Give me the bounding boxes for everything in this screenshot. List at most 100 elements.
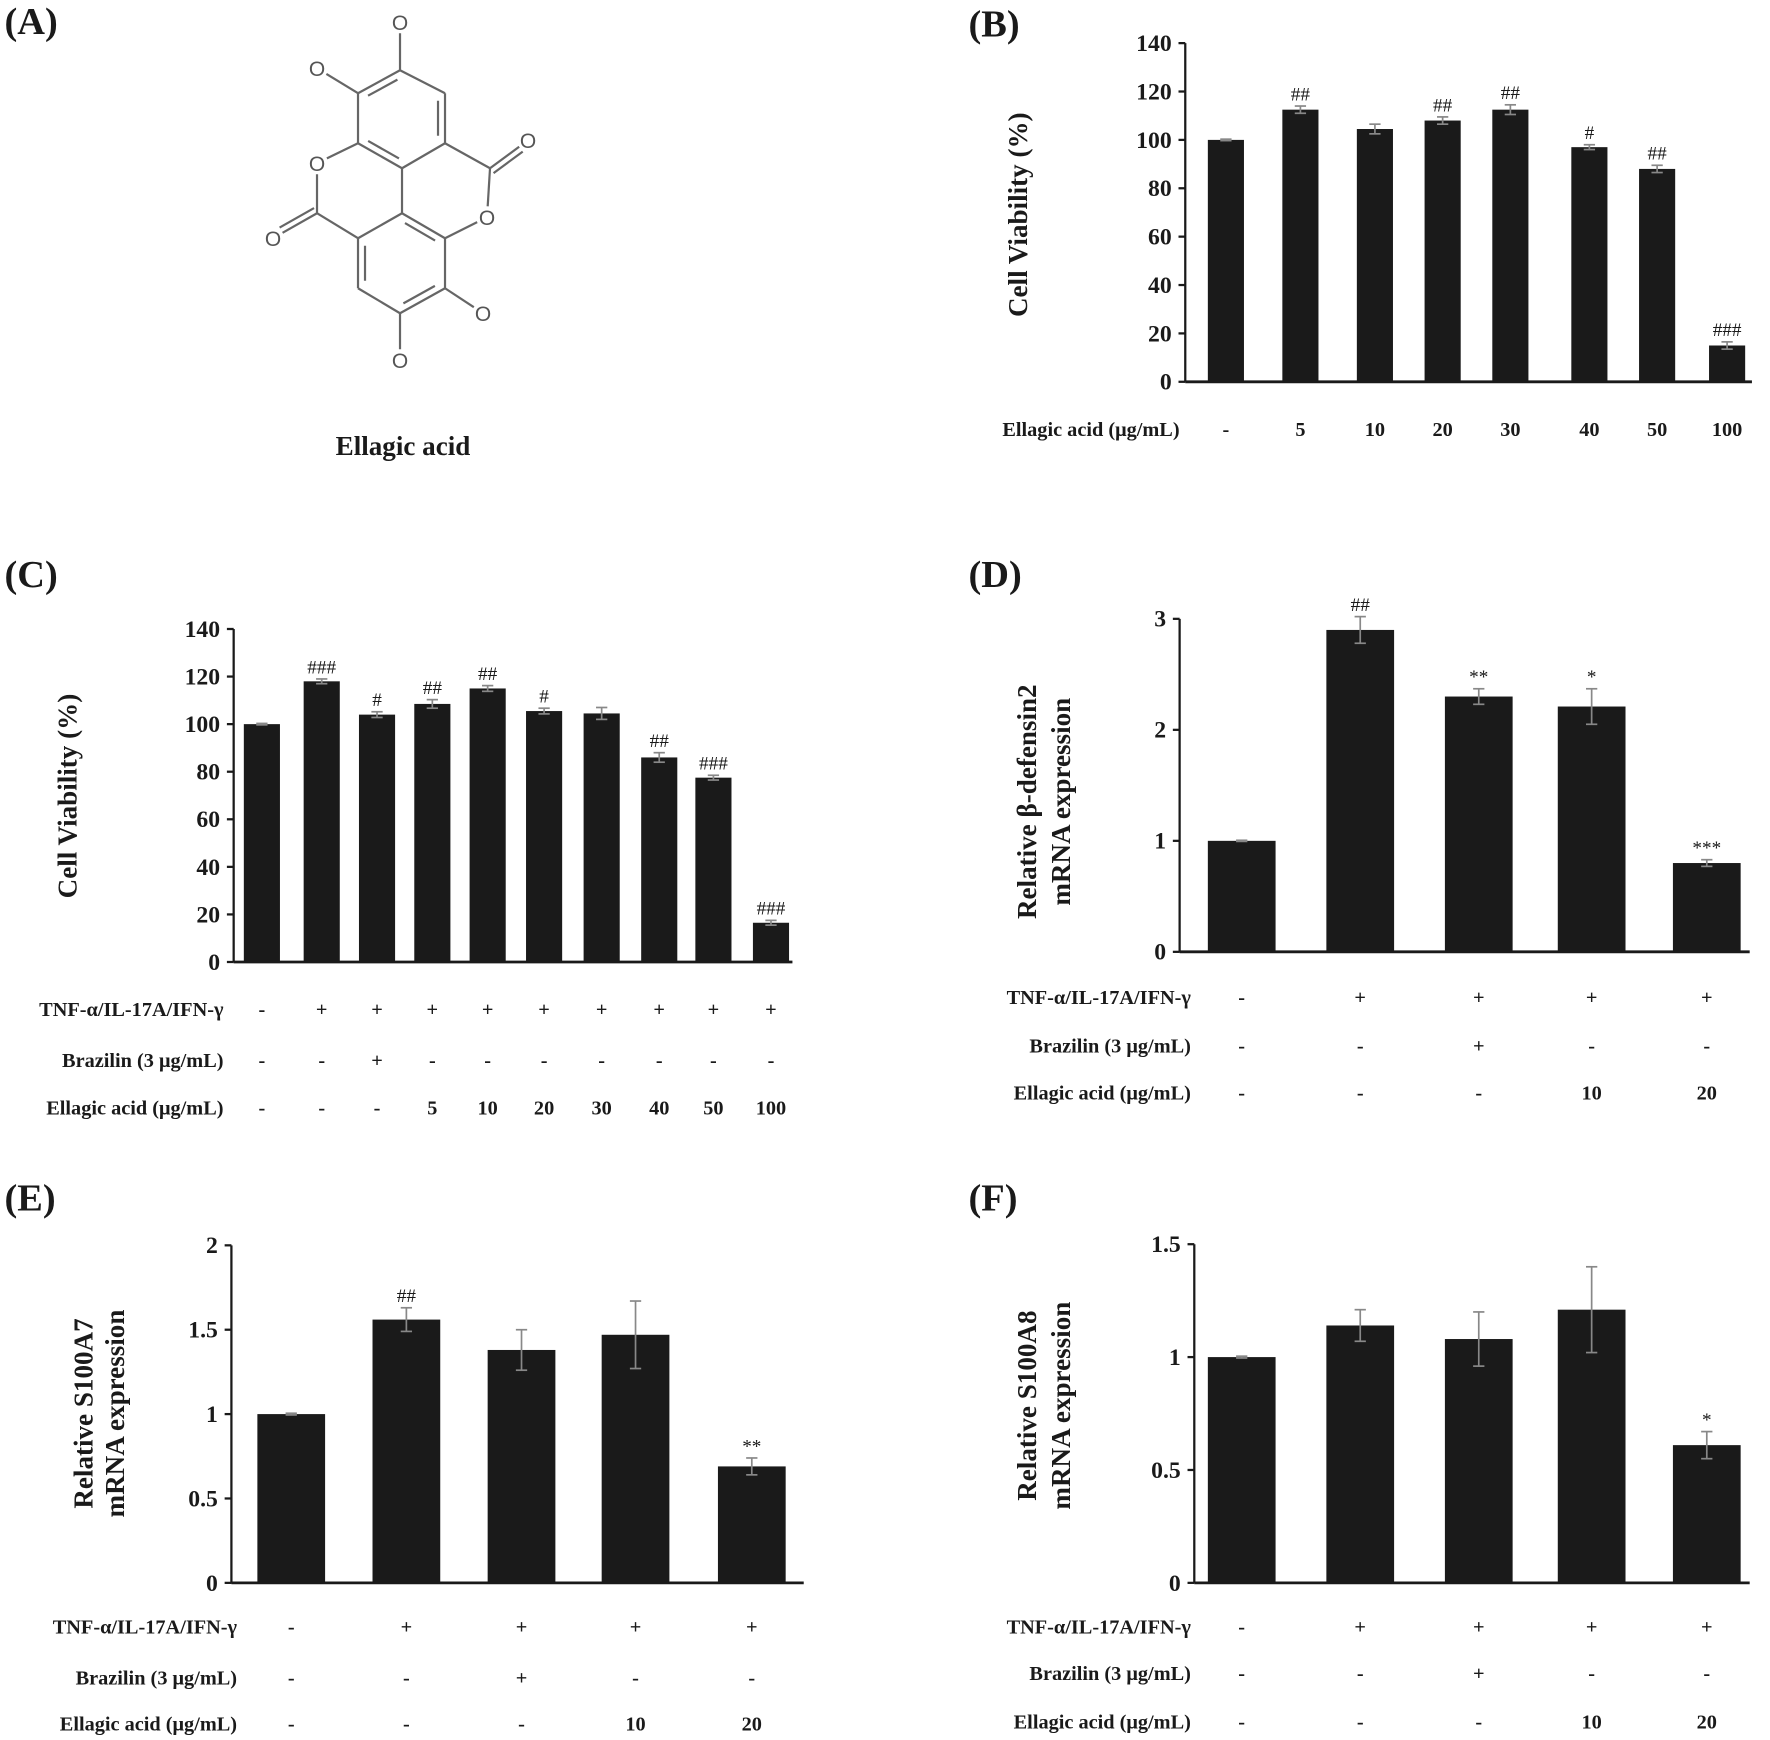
bar	[1207, 139, 1244, 382]
double-bond	[492, 150, 524, 174]
significance-marker: ##	[650, 731, 670, 752]
condition-value: +	[630, 1617, 642, 1639]
condition-value: -	[288, 1714, 295, 1736]
condition-value: +	[1473, 1663, 1485, 1685]
bond	[401, 212, 446, 240]
y-tick-label: 0	[1154, 940, 1166, 966]
y-tick-label: 120	[185, 664, 221, 690]
ellagic-acid-structure: O O O O O O O O	[265, 12, 536, 373]
bar	[1709, 345, 1746, 382]
condition-row-label: Brazilin (3 μg/mL)	[1029, 1035, 1190, 1057]
panel-label-a: (A)	[5, 1, 58, 43]
condition-value: +	[1473, 1035, 1485, 1057]
condition-value: -	[632, 1667, 639, 1689]
bond	[325, 73, 359, 95]
panel-label: (B)	[969, 3, 1020, 45]
condition-value: -	[1238, 1083, 1245, 1105]
chart-c: (C) 0 20 40 60 80 100 120 140 Cell Viability (%) #…	[5, 554, 793, 1119]
panel-label: (F)	[969, 1177, 1018, 1219]
bar	[1326, 1325, 1395, 1583]
y-axis-label: mRNA expression	[1046, 698, 1076, 906]
condition-value: -	[259, 999, 266, 1021]
bond	[357, 142, 403, 170]
condition-value: -	[1238, 1711, 1245, 1733]
condition-value: 20	[1697, 1711, 1717, 1733]
condition-row-label: Ellagic acid (μg/mL)	[46, 1097, 223, 1119]
condition-value: 10	[625, 1714, 645, 1736]
condition-value: 30	[1500, 419, 1520, 441]
condition-row-label: TNF-α/IL-17A/IFN-γ	[39, 999, 224, 1021]
condition-value: +	[427, 999, 439, 1021]
chart-d: (D) 0 1 2 3 Relative β-defensin2 mRNA expressi…	[969, 554, 1750, 1105]
condition-value: -	[518, 1714, 525, 1736]
bond	[399, 287, 446, 315]
condition-row-label: Ellagic acid (μg/mL)	[1014, 1083, 1191, 1105]
condition-value: +	[538, 999, 550, 1021]
bar	[358, 714, 396, 962]
condition-value: -	[1238, 1617, 1245, 1639]
condition-value: -	[259, 1097, 266, 1119]
oxygen-atom-label: O	[479, 207, 495, 230]
condition-row-label: TNF-α/IL-17A/IFN-γ	[1007, 1617, 1192, 1639]
condition-value: +	[1586, 987, 1598, 1009]
bond	[486, 168, 492, 207]
bond	[357, 212, 403, 240]
condition-row-label: TNF-α/IL-17A/IFN-γ	[53, 1617, 238, 1639]
condition-row-label: Ellagic acid (μg/mL)	[60, 1714, 237, 1736]
condition-value: +	[516, 1617, 528, 1639]
condition-value: -	[429, 1050, 436, 1072]
bond	[444, 287, 475, 309]
condition-value: 5	[427, 1097, 437, 1119]
condition-value: +	[1473, 987, 1485, 1009]
condition-value: -	[1357, 1711, 1364, 1733]
oxygen-atom-label: O	[309, 58, 325, 81]
condition-value: -	[318, 1097, 325, 1119]
bar	[1444, 1339, 1513, 1583]
double-bond	[404, 222, 436, 242]
bond	[326, 142, 359, 160]
condition-value: 20	[742, 1714, 762, 1736]
condition-value: +	[1701, 987, 1713, 1009]
bond	[357, 69, 401, 95]
condition-value: -	[656, 1050, 663, 1072]
condition-value: +	[653, 999, 665, 1021]
condition-value: +	[1586, 1617, 1598, 1639]
oxygen-atom-label: O	[265, 228, 281, 251]
condition-value: -	[374, 1097, 381, 1119]
condition-value: -	[288, 1617, 295, 1639]
bar	[1639, 168, 1676, 382]
condition-value: -	[1703, 1035, 1710, 1057]
y-tick-label: 40	[1148, 273, 1172, 299]
significance-marker: ##	[1501, 83, 1521, 104]
compound-name: Ellagic acid	[336, 431, 471, 461]
condition-value: 20	[534, 1097, 554, 1119]
condition-value: -	[748, 1667, 755, 1689]
condition-value: -	[1357, 1035, 1364, 1057]
double-bond	[279, 207, 315, 229]
y-tick-label: 120	[1136, 79, 1172, 105]
significance-marker: ##	[397, 1286, 417, 1307]
condition-value: -	[1357, 1083, 1364, 1105]
y-axis-label: Relative S100A7	[69, 1318, 99, 1508]
bar	[257, 1414, 326, 1583]
significance-marker: ##	[1433, 95, 1453, 116]
condition-value: 10	[478, 1097, 498, 1119]
bond	[444, 142, 491, 170]
condition-value: -	[598, 1050, 605, 1072]
condition-value: -	[1223, 419, 1230, 441]
significance-marker: ###	[699, 754, 728, 775]
bond	[444, 221, 478, 240]
y-tick-label: 1	[1169, 1345, 1181, 1371]
y-tick-label: 80	[1148, 176, 1172, 202]
y-tick-label: 100	[1136, 128, 1172, 154]
condition-value: -	[1238, 987, 1245, 1009]
y-tick-label: 20	[1148, 321, 1172, 347]
oxygen-atom-label: O	[392, 12, 408, 35]
condition-value: +	[371, 1050, 383, 1072]
condition-row-label: Ellagic acid (μg/mL)	[1002, 419, 1179, 441]
y-tick-label: 0	[1169, 1571, 1181, 1597]
condition-value: -	[1238, 1663, 1245, 1685]
condition-value: -	[1238, 1035, 1245, 1057]
bar	[1672, 863, 1741, 952]
condition-value: 30	[592, 1097, 612, 1119]
